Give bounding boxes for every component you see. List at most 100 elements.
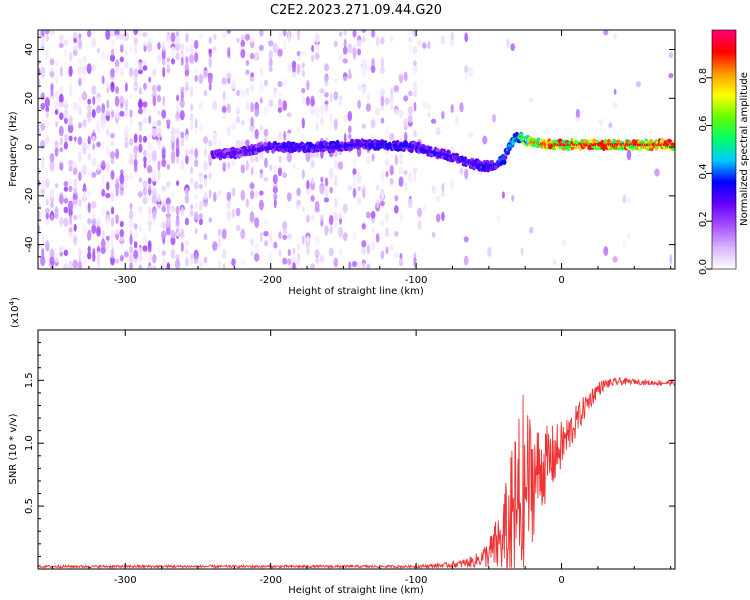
spectrogram-cell xyxy=(278,30,282,40)
spectrogram-cell xyxy=(134,152,138,160)
spectrogram-cell xyxy=(394,230,399,237)
spectrogram-cell xyxy=(259,82,264,93)
spectrogram-cell xyxy=(138,177,143,184)
spectrogram-cell xyxy=(105,235,110,241)
spectrogram-cell xyxy=(58,245,64,253)
spectrogram-cell xyxy=(301,117,305,129)
spectrogram-cell xyxy=(278,155,282,163)
spectrogram-cell xyxy=(198,260,203,268)
spectrogram-cell xyxy=(68,83,73,92)
spectrogram-cell xyxy=(249,156,255,163)
spectrogram-cell xyxy=(170,236,176,246)
spectrogram-cell xyxy=(194,193,199,200)
spectrogram-cell xyxy=(259,66,263,76)
spectrogram-ridge-cell xyxy=(485,168,491,173)
spectrogram-cell xyxy=(352,187,357,198)
spectrogram-cell xyxy=(212,100,218,111)
spectrogram-cell xyxy=(175,51,180,61)
spectrogram-cell xyxy=(575,108,581,118)
spectrogram-cell xyxy=(58,86,64,94)
spectrogram-cell xyxy=(203,160,208,171)
spectrogram-cell xyxy=(73,187,78,194)
spectrogram-cell xyxy=(111,48,114,56)
spectrogram-cell xyxy=(357,186,361,192)
spectrogram-xtick-label: -100 xyxy=(405,275,428,286)
spectrogram-cell xyxy=(333,211,339,221)
spectrogram-cell xyxy=(436,213,441,223)
spectrogram-cell xyxy=(166,202,170,213)
spectrogram-cell xyxy=(297,243,301,251)
spectrogram-cell xyxy=(612,256,618,263)
spectrogram-cell xyxy=(412,65,418,75)
spectrogram-cell xyxy=(217,189,222,197)
spectrogram-cell xyxy=(142,101,148,108)
spectrogram-cell xyxy=(441,111,445,120)
spectrogram-cell xyxy=(213,138,217,145)
spectrogram-cell xyxy=(115,228,120,236)
spectrogram-cell xyxy=(207,74,213,85)
spectrogram-cell xyxy=(236,89,241,97)
spectrogram-cell xyxy=(105,109,111,117)
spectrogram-cell xyxy=(310,105,315,116)
spectrogram-cell xyxy=(450,179,455,191)
spectrogram-cell xyxy=(50,201,54,209)
spectrogram-cell xyxy=(380,56,384,68)
spectrogram-cell xyxy=(626,149,632,161)
spectrogram-cell xyxy=(142,65,148,71)
spectrogram-cell xyxy=(301,169,305,180)
spectrogram-cell xyxy=(148,184,152,190)
spectrogram-cell xyxy=(347,73,353,80)
spectrogram-cell xyxy=(120,235,124,243)
spectrogram-cell xyxy=(613,88,617,95)
spectrogram-cell xyxy=(63,217,69,227)
spectrogram-cell xyxy=(114,95,120,107)
spectrogram-cell xyxy=(208,172,212,180)
spectrogram-cell xyxy=(333,160,339,169)
spectrogram-cell xyxy=(91,201,97,209)
spectrogram-cell xyxy=(41,235,45,243)
spectrogram-cell xyxy=(124,108,129,118)
spectrogram-ridge-cell xyxy=(427,146,433,150)
spectrogram-cell xyxy=(292,247,296,255)
spectrogram-cell xyxy=(296,31,301,41)
spectrogram-cell xyxy=(356,262,362,269)
spectrogram-cell xyxy=(450,104,454,114)
spectrogram-cell xyxy=(83,255,86,266)
spectrogram-cell xyxy=(180,86,185,94)
spectrogram-cell xyxy=(380,95,385,107)
spectrogram-cell xyxy=(343,133,347,144)
spectrogram-cell xyxy=(314,200,320,211)
colorbar-gradient xyxy=(711,29,737,270)
spectrogram-cell xyxy=(100,120,106,131)
figure-title: C2E2.2023.271.09.44.G20 xyxy=(270,3,442,18)
spectrogram-cell xyxy=(175,157,180,165)
spectrogram-cell xyxy=(371,58,376,67)
spectrogram-cell xyxy=(310,195,315,202)
spectrogram-cell xyxy=(157,42,161,50)
spectrogram-cell xyxy=(134,147,138,155)
spectrogram-cell xyxy=(222,162,226,169)
spectrogram-cell xyxy=(68,116,73,126)
spectrogram-cell xyxy=(282,234,288,240)
spectrogram-cell xyxy=(440,35,446,45)
spectrogram-cell xyxy=(194,52,199,63)
spectrogram-cell xyxy=(45,136,50,144)
spectrogram-cell xyxy=(45,211,49,220)
spectrogram-cell xyxy=(235,139,241,149)
spectrogram-cell xyxy=(627,232,631,240)
spectrogram-cell xyxy=(161,230,167,239)
spectrogram-cell xyxy=(78,33,82,40)
spectrogram-cell xyxy=(240,40,246,48)
spectrogram-cell xyxy=(87,116,92,123)
spectrogram-cell xyxy=(338,248,343,257)
spectrogram-cell xyxy=(189,115,194,124)
spectrogram-cell xyxy=(180,206,184,217)
spectrogram-xtick-label: -200 xyxy=(259,275,282,286)
spectrogram-cell xyxy=(333,198,338,209)
spectrogram-cell xyxy=(430,118,437,124)
spectrogram-cell xyxy=(129,92,134,99)
spectrogram-cell xyxy=(250,102,255,113)
spectrogram-cell xyxy=(348,133,352,140)
spectrogram-cell xyxy=(152,128,157,136)
spectrogram-cell xyxy=(240,228,246,240)
